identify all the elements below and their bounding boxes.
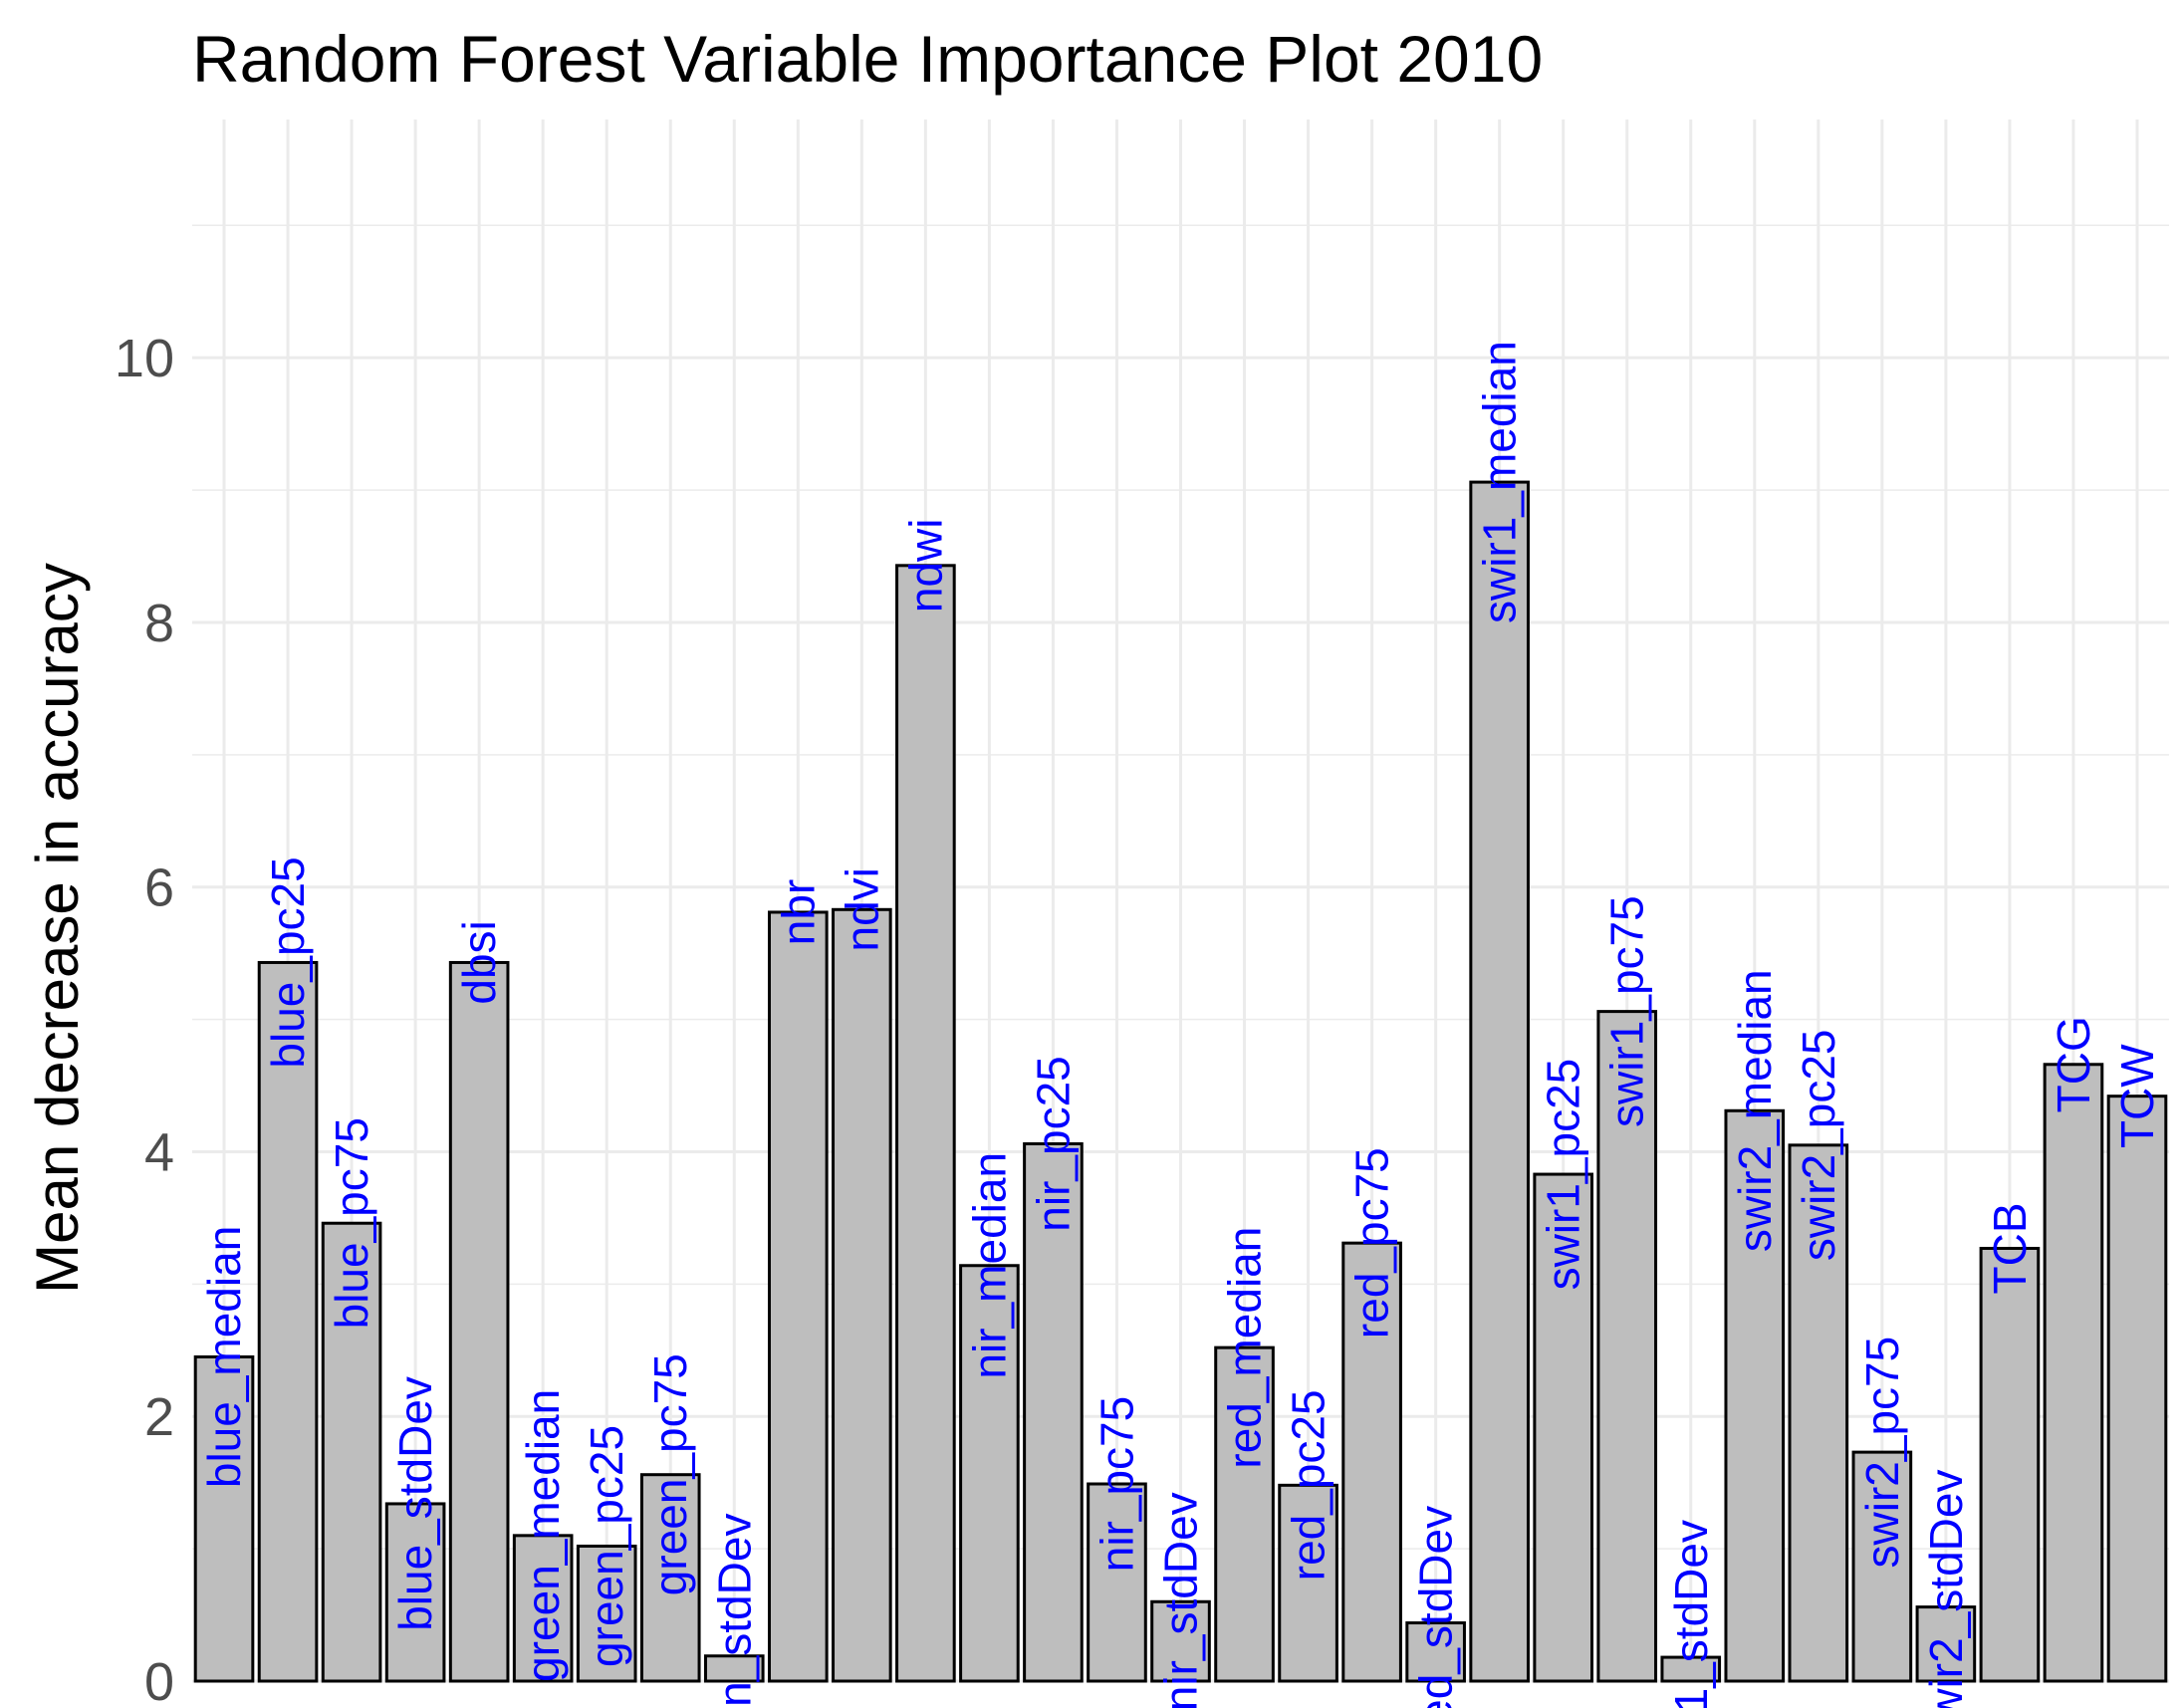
bar-label-TCW: TCW xyxy=(2111,1044,2163,1148)
bar-label-green_stdDev: green_stdDev xyxy=(708,1514,760,1708)
bar-swir1_stdDev xyxy=(1660,1655,1722,1683)
bar-nir_stdDev xyxy=(1150,1599,1211,1683)
bar-label-TCB: TCB xyxy=(1984,1202,2036,1294)
bar-swir2_pc25 xyxy=(1788,1143,1849,1683)
bar-blue_stdDev xyxy=(384,1502,446,1683)
bar-blue_pc25 xyxy=(257,960,319,1683)
bar-label-green_pc25: green_pc25 xyxy=(581,1425,632,1667)
bar-red_pc75 xyxy=(1341,1241,1402,1683)
bar-swir1_pc25 xyxy=(1533,1172,1594,1683)
y-axis-label: Mean decrease in accuracy xyxy=(24,563,91,1294)
bar-label-green_pc75: green_pc75 xyxy=(644,1353,696,1595)
bar-green_pc75 xyxy=(639,1473,701,1683)
bar-label-swir2_stdDev: swir2_stdDev xyxy=(1920,1470,1972,1708)
bar-dbsi xyxy=(448,960,510,1683)
y-tick-label: 8 xyxy=(144,594,174,653)
bar-green_median xyxy=(512,1534,574,1683)
bar-label-nir_pc25: nir_pc25 xyxy=(1027,1056,1079,1231)
bar-nir_median xyxy=(959,1264,1020,1683)
chart-title: Random Forest Variable Importance Plot 2… xyxy=(192,22,1543,96)
y-tick-label: 6 xyxy=(144,858,174,918)
bar-TCW xyxy=(2106,1095,2168,1683)
bar-ndwi xyxy=(895,564,956,1683)
bar-label-dbsi: dbsi xyxy=(453,920,505,1004)
bar-green_stdDev xyxy=(703,1654,765,1683)
bar-swir2_pc75 xyxy=(1851,1450,1913,1683)
bar-label-nbr: nbr xyxy=(772,879,824,945)
y-tick-label: 0 xyxy=(144,1652,174,1708)
bar-nbr xyxy=(767,910,829,1683)
y-tick-label: 2 xyxy=(144,1387,174,1447)
bar-labels: blue_median blue_pc25blue_pc75blue_stdDev… xyxy=(198,341,2163,1708)
bar-series xyxy=(193,480,2168,1683)
bar-label-blue_median: blue_median xyxy=(198,1226,250,1488)
y-axis-ticks: 0 2 4 6 8 10 xyxy=(115,329,174,1708)
bar-nir_pc25 xyxy=(1023,1142,1084,1683)
bar-label-nir_median: nir_median xyxy=(963,1152,1015,1379)
bar-blue_pc75 xyxy=(321,1221,382,1683)
bar-label-swir2_pc25: swir2_pc25 xyxy=(1793,1029,1844,1261)
bar-TCG xyxy=(2043,1063,2104,1683)
bar-blue_median xyxy=(193,1354,255,1683)
bar-label-green_median: green_median xyxy=(517,1389,569,1682)
bar-label-red_pc75: red_pc75 xyxy=(1346,1147,1398,1339)
bar-red_stdDev xyxy=(1405,1621,1466,1683)
bar-TCB xyxy=(1979,1246,2041,1683)
bar-swir2_stdDev xyxy=(1915,1605,1977,1683)
bar-label-blue_pc75: blue_pc75 xyxy=(326,1117,377,1329)
bar-label-swir2_pc75: swir2_pc75 xyxy=(1856,1337,1908,1569)
bar-nir_pc75 xyxy=(1087,1482,1147,1683)
bar-label-ndwi: ndwi xyxy=(899,519,951,613)
bar-label-TCG: TCG xyxy=(2048,1016,2099,1112)
bar-label-red_median: red_median xyxy=(1219,1227,1271,1469)
bar-label-ndvi: ndvi xyxy=(836,867,887,951)
bar-label-red_pc25: red_pc25 xyxy=(1283,1389,1335,1581)
bar-label-swir1_pc75: swir1_pc75 xyxy=(1601,895,1653,1127)
bar-ndvi xyxy=(832,907,892,1683)
bar-label-blue_stdDev: blue_stdDev xyxy=(389,1376,441,1631)
bar-label-swir1_stdDev: swir1_stdDev xyxy=(1665,1520,1717,1708)
bar-label-red_stdDev: red_stdDev xyxy=(1410,1506,1462,1708)
y-tick-label: 4 xyxy=(144,1122,174,1182)
bar-label-swir1_pc25: swir1_pc25 xyxy=(1538,1059,1589,1291)
bar-swir1_median xyxy=(1469,480,1530,1683)
bar-label-nir_stdDev: nir_stdDev xyxy=(1155,1492,1207,1708)
bar-red_pc25 xyxy=(1278,1483,1338,1683)
bar-swir2_median xyxy=(1724,1108,1786,1683)
bar-green_pc25 xyxy=(576,1544,637,1683)
bar-label-swir2_median: swir2_median xyxy=(1729,969,1781,1252)
bar-label-blue_pc25: blue_pc25 xyxy=(262,856,314,1068)
bar-label-swir1_median: swir1_median xyxy=(1474,341,1526,623)
bar-label-nir_pc75: nir_pc75 xyxy=(1091,1396,1142,1572)
bar-swir1_pc75 xyxy=(1596,1010,1658,1683)
y-tick-label: 10 xyxy=(115,329,174,388)
bar-red_median xyxy=(1214,1345,1275,1683)
